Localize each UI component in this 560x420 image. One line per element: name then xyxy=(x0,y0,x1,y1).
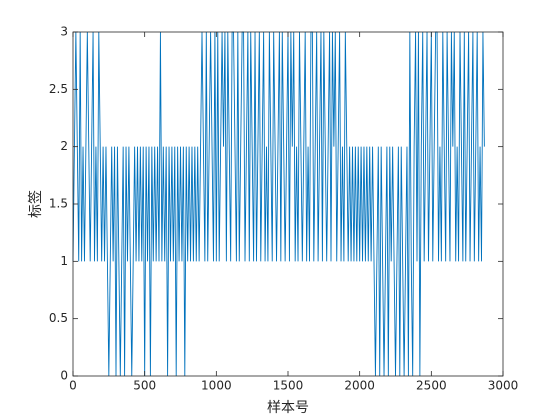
y-tick-label: 0.5 xyxy=(49,311,68,325)
x-tick-label: 2000 xyxy=(344,379,375,393)
x-tick-label: 1500 xyxy=(273,379,304,393)
y-axis-label: 标签 xyxy=(27,190,44,218)
x-tick-label: 3000 xyxy=(488,379,519,393)
y-tick-label: 2.5 xyxy=(49,82,68,96)
data-line xyxy=(72,31,485,377)
y-tick-label: 2 xyxy=(60,139,68,153)
y-tick-label: 3 xyxy=(60,25,68,39)
x-axis-label: 样本号 xyxy=(267,400,309,416)
y-tick-label: 1.5 xyxy=(49,197,68,211)
x-tick-label: 500 xyxy=(133,379,156,393)
x-tick-label: 0 xyxy=(69,379,77,393)
x-tick-label: 1000 xyxy=(201,379,232,393)
x-tick-label: 2500 xyxy=(416,379,447,393)
y-tick-label: 0 xyxy=(60,369,68,383)
y-tick-label: 1 xyxy=(60,254,68,268)
